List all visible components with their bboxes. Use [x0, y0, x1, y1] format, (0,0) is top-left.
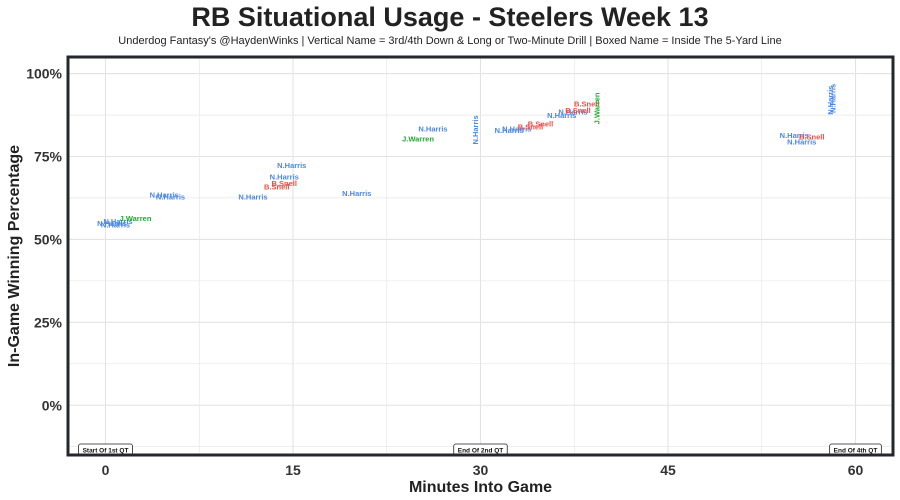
y-tick-label: 0%	[42, 397, 63, 413]
point-label: B.Snell	[518, 123, 543, 132]
point-label: N.Harris	[150, 191, 179, 200]
point-label: B.Snell	[565, 106, 590, 115]
axis-layer: 0 15 30 45 60 0% 25% 50% 75% 100%	[26, 66, 863, 478]
y-axis-title: In-Game Winning Percentage	[6, 145, 23, 367]
x-tick-label: 30	[473, 462, 489, 478]
quarter-marker-layer: Start Of 1st QT End Of 2nd QT End Of 4th Q…	[78, 443, 882, 456]
point-label: N.Harris	[156, 192, 185, 201]
point-label: N.Harris	[270, 172, 299, 181]
point-label: B.Snell	[272, 179, 297, 188]
chart-subtitle: Underdog Fantasy's @HaydenWinks | Vertic…	[118, 35, 782, 47]
x-tick-label: 0	[102, 462, 110, 478]
point-label: N.Harris	[471, 115, 480, 144]
y-tick-label: 25%	[34, 314, 63, 330]
point-label: N.Harris	[829, 84, 838, 113]
point-label: N.Harris	[238, 192, 267, 201]
point-label: N.Harris	[101, 220, 130, 229]
quarter-marker-label: End Of 4th QT	[834, 448, 878, 455]
point-label: N.Harris	[547, 111, 576, 120]
point-label: N.Harris	[342, 189, 371, 198]
quarter-marker-label: End Of 2nd QT	[458, 448, 504, 455]
point-label: N.Harris	[495, 126, 524, 135]
point-label: N.Harris	[277, 161, 306, 170]
x-tick-label: 45	[660, 462, 676, 478]
grid-layer	[68, 57, 893, 455]
x-tick-label: 60	[848, 462, 864, 478]
y-tick-label: 50%	[34, 231, 63, 247]
point-label: N.Harris	[502, 124, 531, 133]
quarter-marker: Start Of 1st QT	[78, 443, 133, 456]
point-label: N.Harris	[787, 138, 816, 147]
point-label: B.Snell	[799, 133, 824, 142]
point-label: B.Snell	[264, 182, 289, 191]
y-tick-label: 100%	[26, 66, 62, 82]
quarter-marker-label: Start Of 1st QT	[83, 448, 129, 455]
point-label: N.Harris	[780, 131, 809, 140]
point-label: B.Snell	[574, 99, 599, 108]
point-label: J.Warren	[120, 214, 152, 223]
point-label: N.Harris	[103, 217, 132, 226]
point-label: J.Warren	[402, 134, 434, 143]
y-tick-label: 75%	[34, 149, 63, 165]
chart-title: RB Situational Usage - Steelers Week 13	[191, 2, 709, 32]
point-label: J.Warren	[592, 92, 601, 124]
x-axis-title: Minutes Into Game	[409, 479, 552, 496]
point-label: B.Snell	[528, 119, 553, 128]
point-label: N.Harris	[418, 124, 447, 133]
quarter-marker: End Of 2nd QT	[453, 443, 508, 456]
x-tick-label: 15	[285, 462, 301, 478]
point-label: N.Harris	[97, 219, 126, 228]
points-layer: N.HarrisN.HarrisN.HarrisJ.WarrenN.Harris…	[97, 84, 837, 230]
point-label: N.Harris	[826, 86, 835, 115]
point-label: N.Harris	[558, 108, 587, 117]
quarter-marker: End Of 4th QT	[829, 443, 882, 456]
panel-border	[66, 55, 895, 457]
